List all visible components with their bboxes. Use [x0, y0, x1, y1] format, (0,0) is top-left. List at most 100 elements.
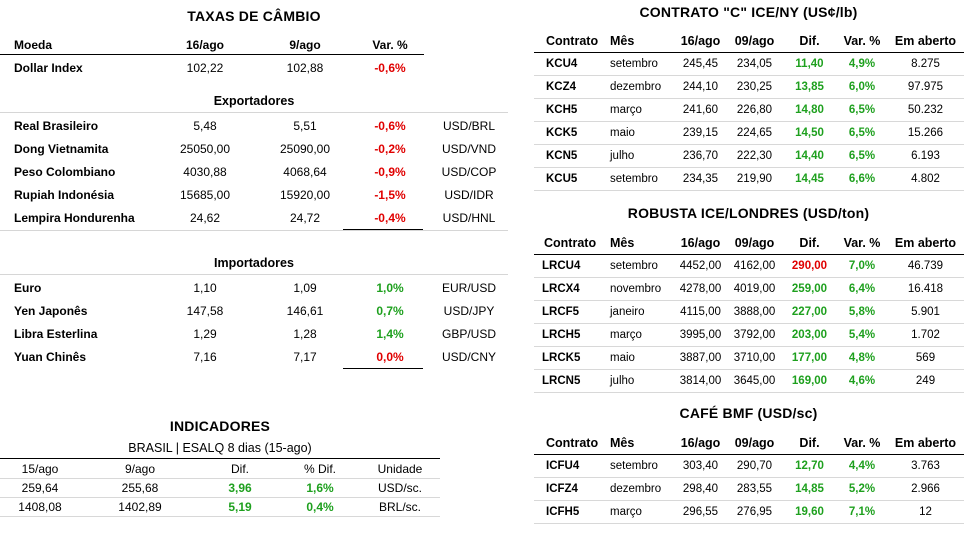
value-dif: 203,00 — [782, 323, 837, 347]
col-var: Var. % — [837, 30, 887, 53]
bmf-table: Contrato Mês 16/ago 09/ago Dif. Var. % E… — [534, 432, 964, 524]
value-16ago: 234,35 — [674, 167, 727, 191]
col-16ago: 16/ago — [674, 432, 727, 455]
value-16ago: 4115,00 — [674, 300, 727, 324]
indicadores-subtitle-rule — [0, 458, 440, 459]
contrato-c-title: CONTRATO "C" ICE/NY (US¢/lb) — [639, 4, 858, 20]
table-row: Yen Japonês 147,58 146,61 0,7% USD/JPY — [0, 299, 508, 322]
contract-month: novembro — [604, 277, 674, 301]
value-dif: 227,00 — [782, 300, 837, 324]
contract-month: janeiro — [604, 300, 674, 324]
value-9ago: 1,28 — [293, 326, 317, 341]
contract-month: julho — [604, 369, 674, 393]
value-09ago: 3888,00 — [727, 300, 782, 324]
value-var: 0,7% — [376, 303, 404, 318]
contract-code: ICFH5 — [534, 500, 604, 524]
contrato-c-header-row: Contrato Mês 16/ago 09/ago Dif. Var. % E… — [534, 30, 964, 53]
col-contrato: Contrato — [534, 432, 604, 455]
value-09ago: 222,30 — [727, 144, 782, 168]
contract-code: LRCN5 — [534, 369, 604, 393]
table-row: KCU4 setembro 245,45 234,05 11,40 4,9% 8… — [534, 52, 964, 76]
value-dif: 12,70 — [782, 454, 837, 478]
contract-code: KCH5 — [534, 98, 604, 122]
indicadores-subtitle: BRASIL | ESALQ 8 dias (15-ago) — [128, 441, 312, 455]
value-dif: 3,96 — [200, 478, 280, 498]
value-dif: 14,80 — [782, 98, 837, 122]
value-dif: 14,50 — [782, 121, 837, 145]
value-16ago: 296,55 — [674, 500, 727, 524]
currency-name: Rupiah Indonésia — [14, 187, 115, 202]
currency-pair: USD/JPY — [443, 303, 495, 318]
value-16ago: 25050,00 — [179, 141, 231, 156]
contract-code: ICFU4 — [534, 454, 604, 478]
currency-pair: USD/HNL — [442, 210, 496, 225]
cambio-header-table: Moeda 16/ago 9/ago Var. % Dollar Index 1… — [0, 33, 508, 79]
col-mes: Mês — [604, 432, 674, 455]
value-9ago: 146,61 — [286, 303, 324, 318]
value-em-aberto: 16.418 — [887, 277, 964, 301]
value-em-aberto: 4.802 — [887, 167, 964, 191]
value-9ago: 25090,00 — [279, 141, 331, 156]
value-dif: 14,85 — [782, 477, 837, 501]
table-row: Lempira Hondurenha 24,62 24,72 -0,4% USD… — [0, 206, 508, 229]
dollar-index-v2: 102,88 — [286, 60, 324, 75]
value-09ago: 3645,00 — [727, 369, 782, 393]
value-09ago: 4019,00 — [727, 277, 782, 301]
currency-pair: USD/CNY — [441, 349, 496, 364]
col-var: Var. % — [837, 232, 887, 255]
value-16ago: 3995,00 — [674, 323, 727, 347]
contract-code: LRCU4 — [534, 254, 604, 278]
value-16ago: 4030,88 — [183, 164, 227, 179]
table-row: Peso Colombiano 4030,88 4068,64 -0,9% US… — [0, 160, 508, 183]
var-column-rule — [343, 229, 423, 230]
value-var: 4,8% — [837, 346, 887, 370]
value-16ago: 24,62 — [189, 210, 221, 225]
value-16ago: 239,15 — [674, 121, 727, 145]
value-16ago: 4278,00 — [674, 277, 727, 301]
value-16ago: 244,10 — [674, 75, 727, 99]
value-9ago: 24,72 — [289, 210, 321, 225]
value-var: 7,1% — [837, 500, 887, 524]
value-dif: 169,00 — [782, 369, 837, 393]
var-column-rule-2 — [343, 368, 423, 369]
value-9ago: 7,17 — [293, 349, 317, 364]
value-var: 4,4% — [837, 454, 887, 478]
contract-month: maio — [604, 346, 674, 370]
value-09ago: 276,95 — [727, 500, 782, 524]
contract-month: março — [604, 500, 674, 524]
dollar-index-var: -0,6% — [374, 60, 406, 75]
col-16ago: 16/ago — [674, 232, 727, 255]
contract-month: setembro — [604, 52, 674, 76]
col-moeda: Moeda — [14, 37, 53, 52]
col-dif: Dif. — [782, 232, 837, 255]
value-15ago: 259,64 — [0, 478, 80, 498]
value-16ago: 147,58 — [186, 303, 224, 318]
col-09ago: 09/ago — [727, 232, 782, 255]
value-16ago: 1,10 — [193, 280, 217, 295]
value-em-aberto: 3.763 — [887, 454, 964, 478]
importadores-title: Importadores — [214, 256, 294, 270]
col-em-aberto: Em aberto — [887, 432, 964, 455]
indicadores-title: INDICADORES — [169, 418, 271, 434]
value-var: 1,4% — [376, 326, 404, 341]
col-dif: Dif. — [782, 432, 837, 455]
col-var: Var. % — [372, 37, 408, 52]
currency-name: Lempira Hondurenha — [14, 210, 135, 225]
contract-code: KCZ4 — [534, 75, 604, 99]
value-var: 0,0% — [376, 349, 404, 364]
col-contrato: Contrato — [534, 30, 604, 53]
contract-month: setembro — [604, 254, 674, 278]
value-dif: 5,19 — [200, 497, 280, 517]
value-em-aberto: 249 — [887, 369, 964, 393]
currency-name: Peso Colombiano — [14, 164, 116, 179]
table-row: Dong Vietnamita 25050,00 25090,00 -0,2% … — [0, 137, 508, 160]
exportadores-bottom-rule — [0, 230, 508, 231]
currency-name: Euro — [14, 280, 42, 295]
value-09ago: 234,05 — [727, 52, 782, 76]
robusta-table: Contrato Mês 16/ago 09/ago Dif. Var. % E… — [534, 232, 964, 393]
value-var: 5,4% — [837, 323, 887, 347]
value-em-aberto: 5.901 — [887, 300, 964, 324]
value-var: -1,5% — [374, 187, 406, 202]
value-em-aberto: 46.739 — [887, 254, 964, 278]
col-em-aberto: Em aberto — [887, 30, 964, 53]
